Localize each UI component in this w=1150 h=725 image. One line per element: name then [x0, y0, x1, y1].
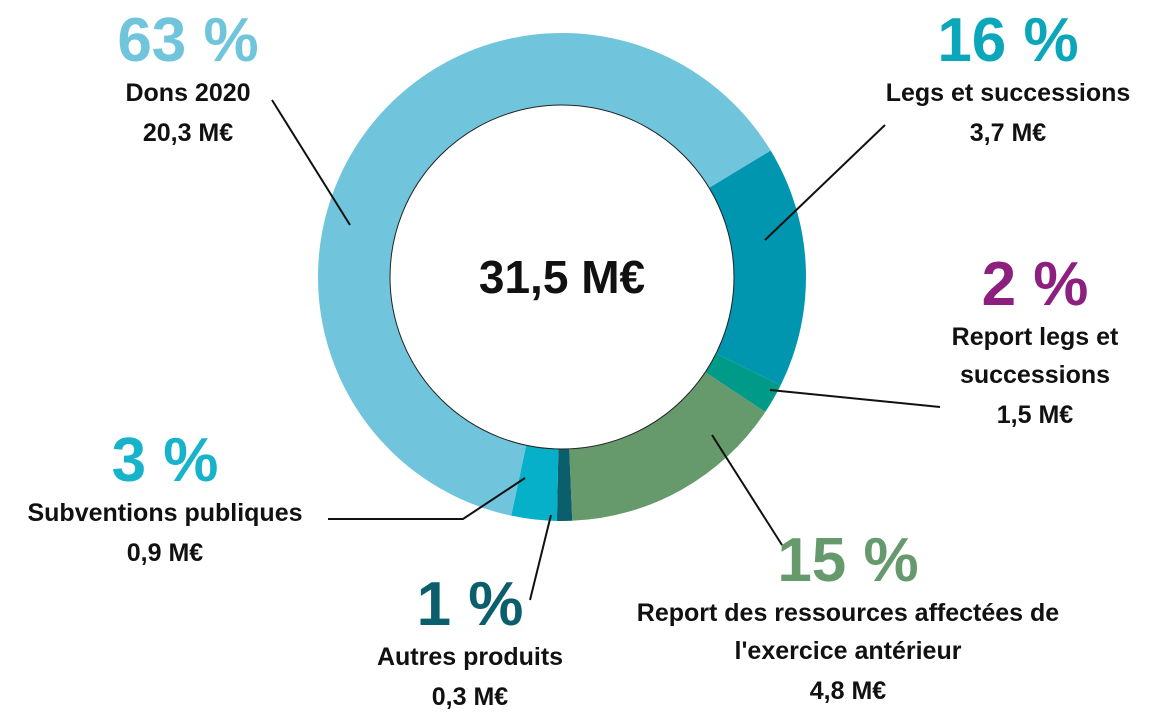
donut-slice	[556, 448, 573, 521]
amount-label: 1,5 M€	[996, 401, 1074, 429]
slice-label: 15 % Report des ressources affectées de l…	[628, 528, 1068, 712]
donut-slice	[705, 353, 781, 413]
category-label: Dons 2020	[125, 79, 251, 107]
percent-label: 16 %	[937, 6, 1079, 75]
percent-label: 1 %	[416, 570, 524, 639]
category-label: Report des ressources affectées de l'exe…	[636, 599, 1060, 665]
leader-line	[769, 389, 941, 408]
percent-label: 15 %	[777, 526, 919, 595]
leader-line	[764, 124, 886, 241]
leader-line	[711, 434, 783, 546]
slice-label: 1 % Autres produits 0,3 M€	[355, 572, 585, 718]
amount-label: 20,3 M€	[142, 119, 234, 147]
donut-slice	[709, 150, 806, 386]
percent-label: 63 %	[117, 6, 259, 75]
leader-line	[328, 477, 526, 520]
donut-slice	[511, 445, 559, 521]
slice-label: 63 % Dons 2020 20,3 M€	[98, 8, 278, 154]
slice-label: 16 % Legs et successions 3,7 M€	[858, 8, 1150, 154]
category-label: Legs et successions	[885, 79, 1131, 107]
percent-label: 2 %	[981, 250, 1089, 319]
amount-label: 0,9 M€	[126, 539, 204, 567]
amount-label: 3,7 M€	[969, 119, 1047, 147]
amount-label: 0,3 M€	[431, 683, 509, 711]
percent-label: 3 %	[111, 426, 219, 495]
slice-label: 3 % Subventions publiques 0,9 M€	[0, 428, 335, 574]
category-label: Report legs et successions	[951, 323, 1119, 389]
amount-label: 4,8 M€	[809, 677, 887, 705]
donut-slice	[317, 33, 771, 516]
donut-hole-outline	[389, 104, 735, 450]
slice-label: 2 % Report legs et successions 1,5 M€	[930, 252, 1140, 436]
category-label: Autres produits	[376, 643, 564, 671]
leader-line	[529, 514, 552, 601]
center-label: 31,5 M€	[478, 251, 646, 303]
donut-slice	[569, 372, 766, 521]
category-label: Subventions publiques	[27, 499, 303, 527]
leader-line	[271, 99, 351, 226]
